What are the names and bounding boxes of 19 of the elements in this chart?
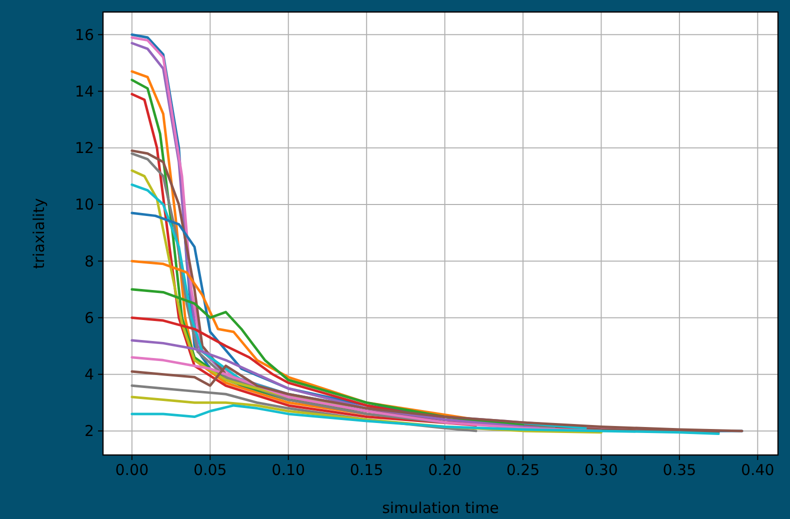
x-tick-label: 0.05 [193,461,227,479]
x-tick-label: 0.35 [662,461,696,479]
y-tick-label: 8 [84,252,94,270]
y-tick-label: 2 [84,422,94,440]
x-tick-label: 0.30 [584,461,618,479]
x-tick-label: 0.15 [350,461,384,479]
y-tick-label: 4 [84,366,94,384]
x-tick-label: 0.40 [740,461,774,479]
y-tick-label: 10 [74,196,94,214]
y-tick-label: 14 [74,82,94,101]
x-tick-label: 0.00 [115,461,149,479]
y-tick-label: 12 [74,139,94,158]
x-axis-title: simulation time [382,499,499,517]
y-tick-label: 6 [84,308,94,327]
x-tick-label: 0.25 [506,461,540,479]
x-tick-label: 0.20 [428,461,462,479]
y-axis-title: triaxiality [30,198,48,269]
y-tick-label: 16 [74,26,94,44]
x-tick-label: 0.10 [272,461,306,479]
